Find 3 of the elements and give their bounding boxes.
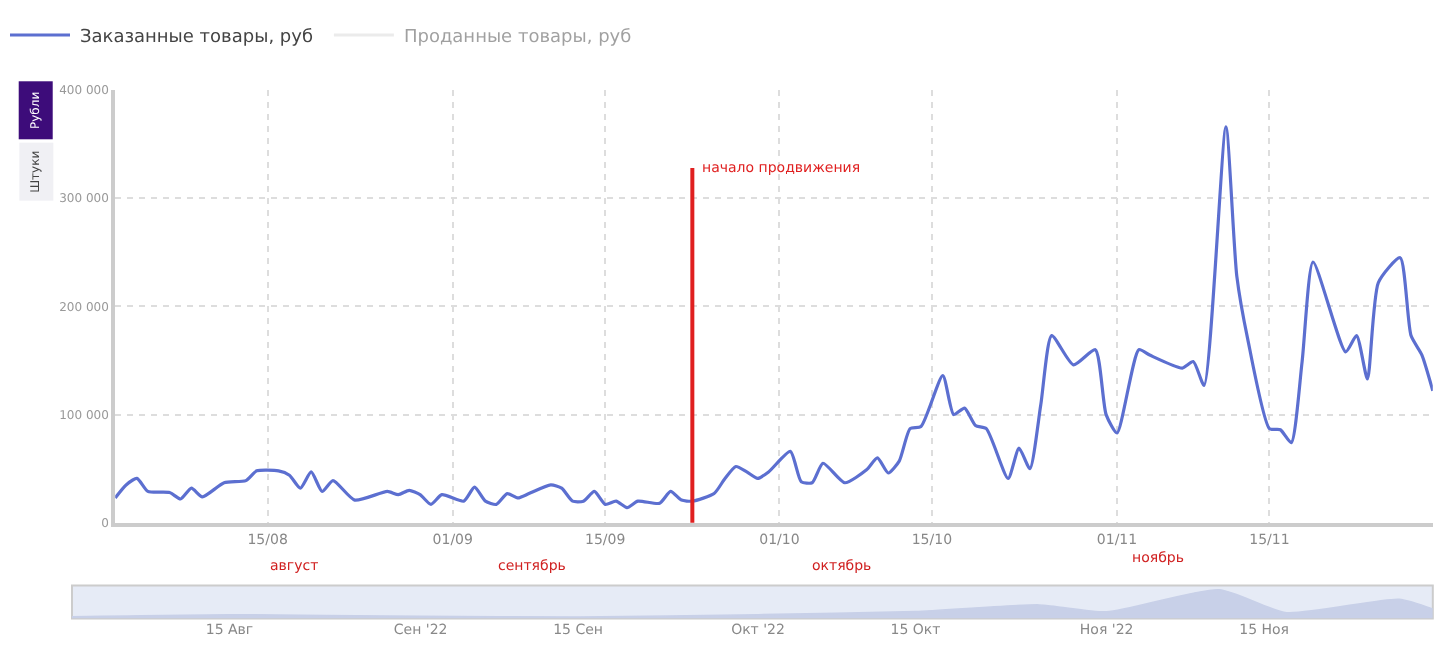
legend-label: Проданные товары, руб [403, 28, 633, 49]
line-series [115, 125, 1433, 510]
legend-label: Заказанные товары, руб [80, 28, 314, 49]
